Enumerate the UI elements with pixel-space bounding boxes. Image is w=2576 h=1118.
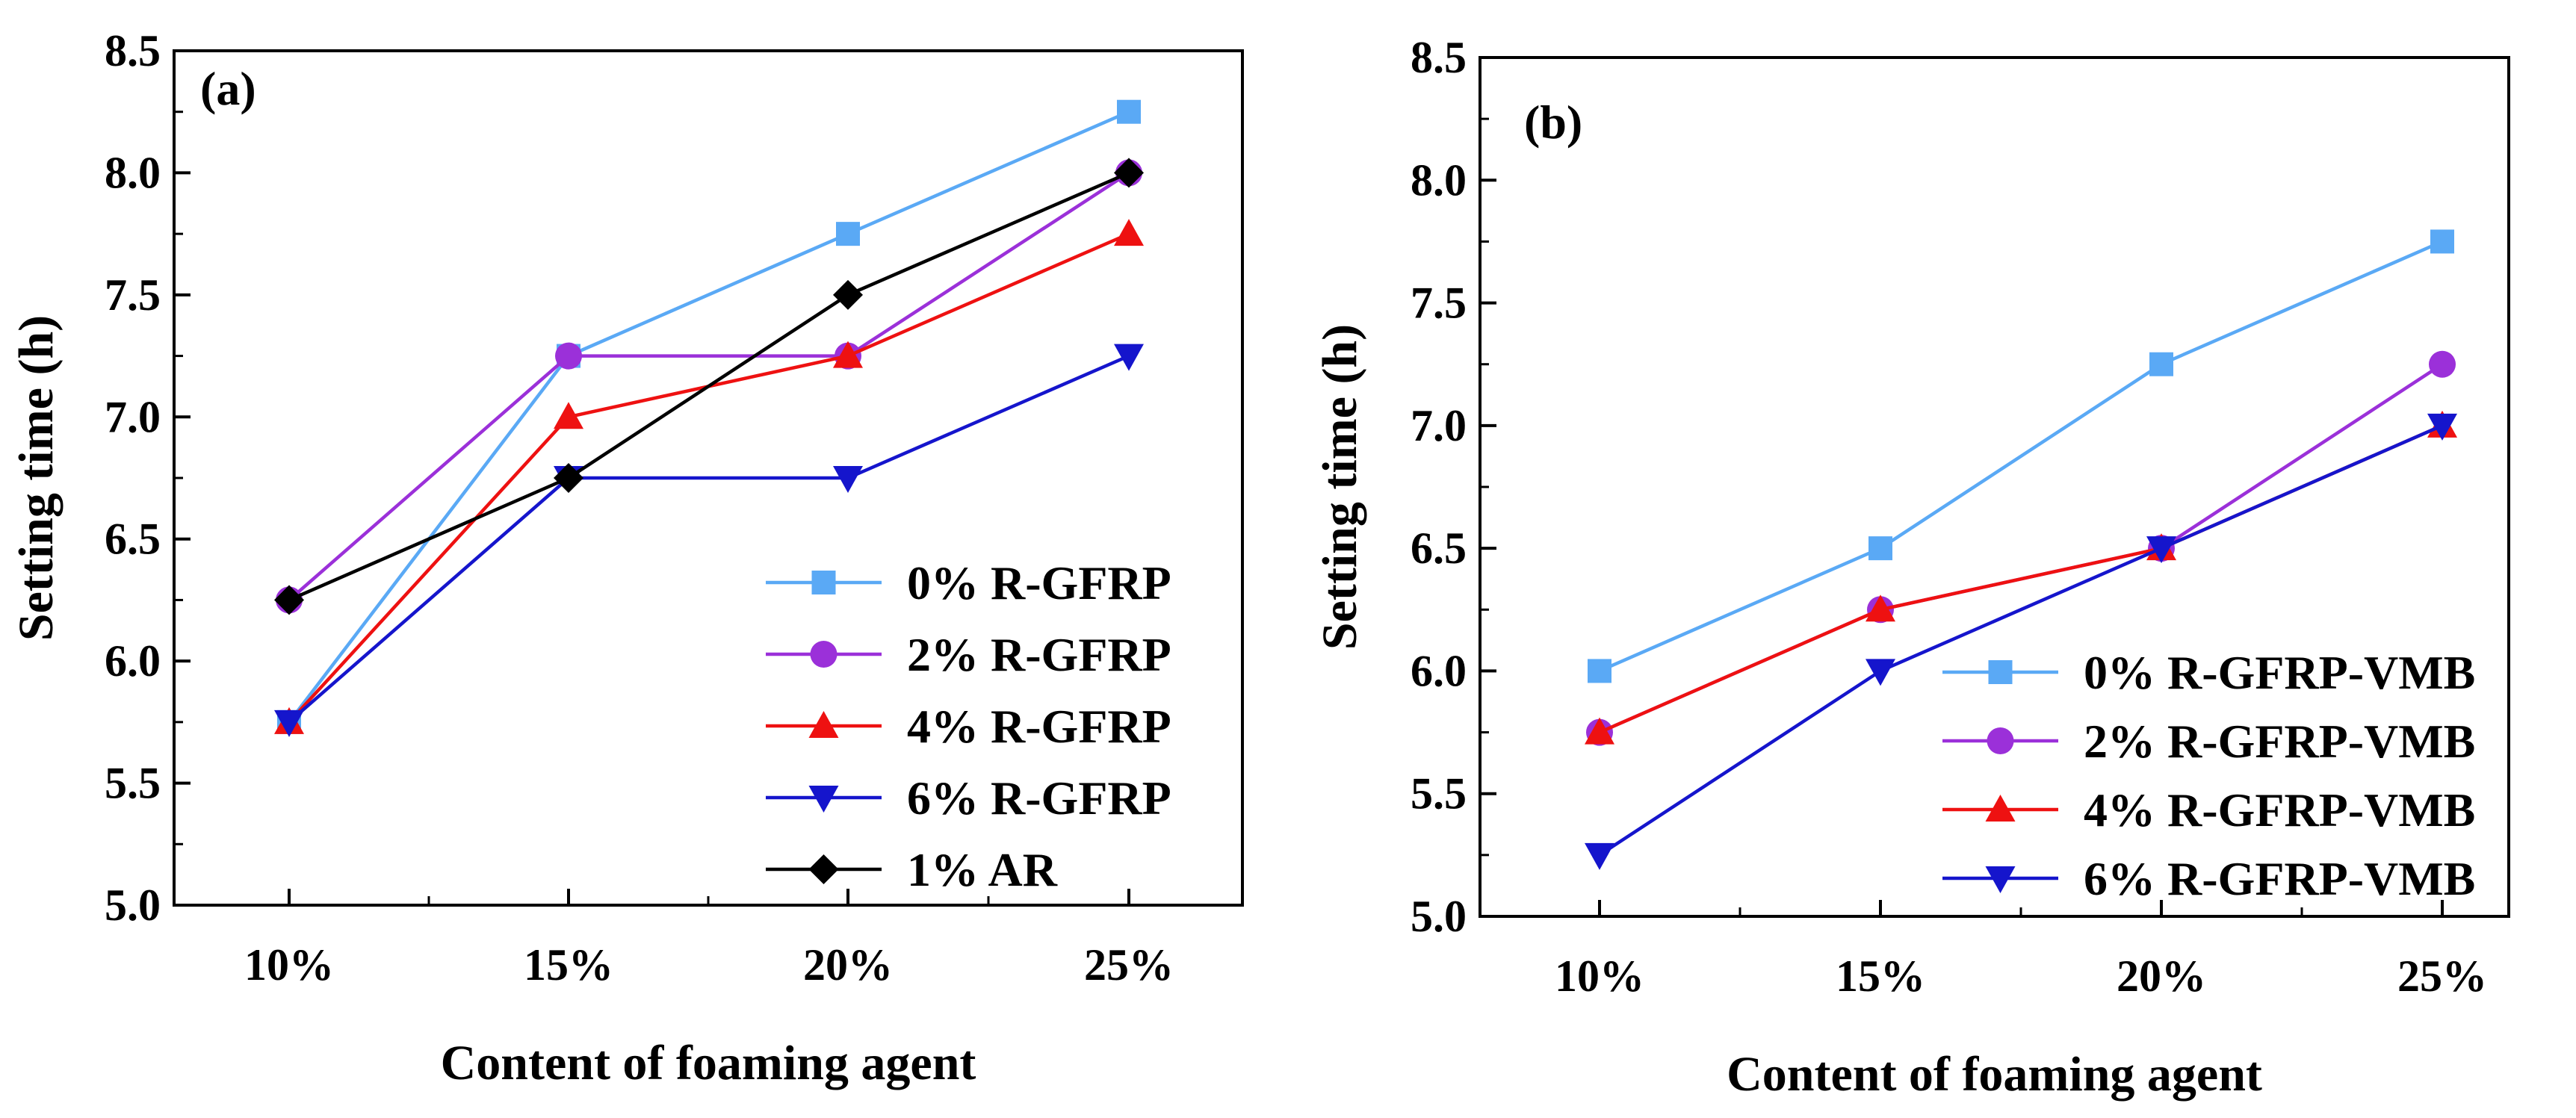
y-tick-label-a: 5.0 [105,881,161,930]
legend-marker-a-2 [808,711,839,738]
y-tick-label-b: 6.5 [1411,524,1467,573]
legend-b: 0% R-GFRP-VMB 2% R-GFRP-VMB 4% R-GFRP-VMB 6… [1942,646,2475,905]
x-tick-label-b: 20% [2117,951,2206,1001]
legend-label-a-0: 0% R-GFRP [907,556,1171,609]
data-point-b-3 [2427,413,2457,441]
x-tick-label-b: 25% [2397,951,2487,1001]
data-point-a-0 [836,222,860,246]
legend-marker-a-0 [811,571,836,594]
legend-label-b-3: 6% R-GFRP-VMB [2084,852,2475,905]
data-point-b-2 [1585,717,1614,745]
data-point-a-4 [833,279,863,310]
legend-marker-a-3 [808,786,839,813]
legend-marker-a-1 [810,641,837,668]
y-tick-label-b: 7.0 [1411,401,1467,450]
chart-panel-a: 5.0 5.5 6.0 6.5 7.0 7.5 8.0 8.5 10% 15% 20% 25% Cont… [9,26,1244,1090]
y-tick-label-b: 8.5 [1411,33,1467,82]
legend-marker-b-1 [1987,727,2014,754]
legend-label-a-4: 1% AR [907,843,1058,896]
data-point-a-3 [833,466,863,493]
data-point-b-3 [2146,536,2176,564]
legend-marker-b-2 [1985,795,2016,822]
series-line-a-4 [288,171,1130,602]
y-tick-label-a: 7.5 [105,270,161,320]
y-tick-label-a: 5.5 [105,759,161,808]
y-axis-title-a: Setting time (h) [9,315,64,641]
data-point-a-4 [554,463,583,493]
x-tick-label-a: 15% [524,940,613,990]
data-point-a-4 [274,585,304,615]
legend-label-a-1: 2% R-GFRP [907,628,1171,681]
data-point-a-2 [1114,219,1144,246]
data-point-b-0 [2149,352,2173,376]
data-point-a-2 [554,402,583,429]
y-tick-label-b: 5.0 [1411,892,1467,941]
data-point-a-3 [274,709,304,737]
y-tick-label-a: 7.0 [105,392,161,441]
legend-marker-b-3 [1985,866,2016,893]
series-b-0 [1588,229,2454,683]
series-line-a-1 [288,171,1130,602]
y-tick-label-b: 7.5 [1411,279,1467,328]
legend-label-a-3: 6% R-GFRP [907,771,1171,824]
legend-label-a-2: 4% R-GFRP [907,700,1171,753]
x-tick-label-a: 20% [803,940,893,990]
series-line-a-3 [288,354,1130,724]
x-axis-title-b: Content of foaming agent [1727,1047,2262,1102]
data-point-a-3 [1114,344,1144,371]
data-point-b-1 [2429,350,2456,378]
data-point-b-3 [1585,842,1614,870]
data-point-b-0 [1588,659,1611,683]
series-a-4 [274,158,1144,615]
panel-label-b: (b) [1524,96,1582,149]
data-point-a-4 [1114,158,1144,188]
y-axis-title-b: Setting time (h) [1313,324,1367,650]
x-tick-label-a: 25% [1084,940,1174,990]
y-tick-label-a: 6.0 [105,636,161,686]
panel-label-a: (a) [200,62,256,115]
y-tick-label-b: 8.0 [1411,155,1467,205]
legend-label-b-1: 2% R-GFRP-VMB [2084,715,2475,768]
series-b-3 [1585,413,2457,870]
data-point-b-0 [2430,229,2454,254]
y-tick-label-a: 8.0 [105,148,161,197]
y-tick-label-b: 6.0 [1411,646,1467,695]
series-line-b-0 [1599,240,2443,673]
legend-a: 0% R-GFRP 2% R-GFRP 4% R-GFRP 6% R-GFRP 1% A… [766,556,1171,896]
legend-marker-a-4 [808,854,839,884]
x-axis-title-a: Content of foaming agent [441,1036,976,1090]
x-tick-label-b: 15% [1836,951,1925,1001]
data-point-a-1 [555,342,582,370]
data-point-b-0 [1868,536,1892,561]
series-line-b-3 [1598,423,2443,857]
data-point-b-3 [1866,659,1895,686]
legend-marker-b-0 [1988,660,2013,684]
y-tick-label-a: 8.5 [105,26,161,75]
x-tick-label-a: 10% [244,940,334,990]
y-tick-label-a: 6.5 [105,515,161,564]
x-tick-label-b: 10% [1555,951,1644,1001]
legend-label-b-0: 0% R-GFRP-VMB [2084,646,2475,699]
data-point-a-2 [833,341,863,368]
legend-label-b-2: 4% R-GFRP-VMB [2084,783,2475,836]
data-point-a-0 [1117,99,1141,124]
data-point-b-2 [1866,594,1895,622]
y-tick-label-b: 5.5 [1411,769,1467,819]
chart-panel-b: 5.0 5.5 6.0 6.5 7.0 7.5 8.0 8.5 10% 15% 20% 25% Cont… [1313,33,2510,1102]
